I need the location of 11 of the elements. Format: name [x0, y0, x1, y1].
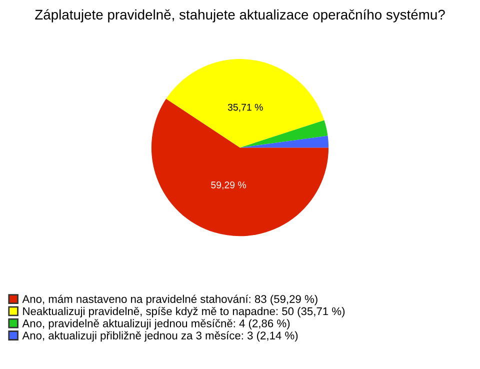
pie-slice [240, 120, 328, 148]
pie-slice [151, 98, 329, 236]
legend-label: Ano, mám nastaveno na pravidelné stahování: 83 (59,29 %) [22, 294, 318, 306]
chart-title: Záplatujete pravidelně, stahujete aktualizace operačního systému? [35, 9, 445, 22]
data-label: 35,71 % [228, 104, 263, 112]
data-label: 59,29 % [211, 181, 246, 190]
legend-label: Ano, pravidelně aktualizuji jednou měsíčně: 4 (2,86 %) [22, 319, 290, 330]
pie-slice [240, 136, 329, 148]
pie-slice [166, 59, 324, 148]
legend-label: Ano, aktualizuji přibližně jednou za 3 měsíce: 3 (2,14 %) [22, 331, 298, 342]
legend-label: Neaktualizuji pravidelně, spíše když mě to napadne: 50 (35,71 %) [23, 306, 345, 318]
